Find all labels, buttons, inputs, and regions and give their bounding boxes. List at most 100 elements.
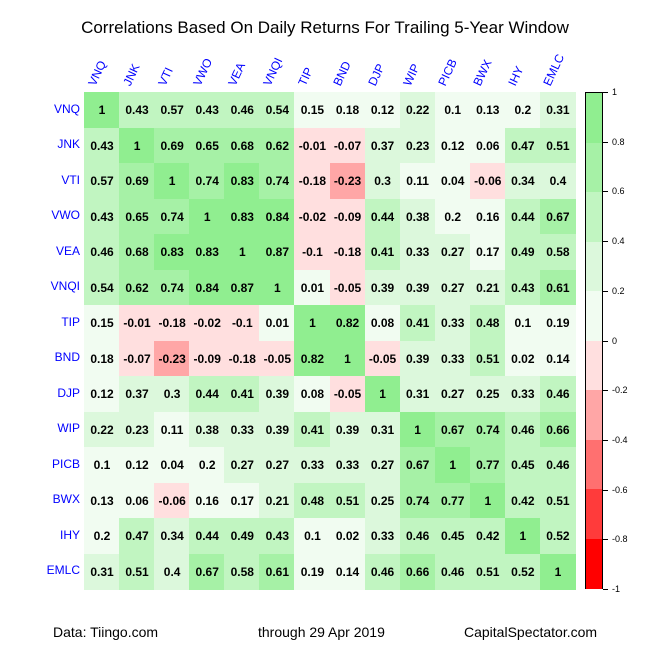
heatmap-cell: 0.04 (154, 447, 191, 483)
heatmap-cell: 0.27 (364, 447, 401, 483)
legend-tick-mark (603, 340, 608, 342)
heatmap-cell: 0.45 (434, 518, 471, 554)
row-label: VNQI (50, 279, 80, 294)
heatmap-cell: 0.77 (469, 447, 506, 483)
legend-tick-mark (603, 489, 608, 491)
column-label: IHY (505, 63, 527, 88)
heatmap-cell: 0.74 (154, 269, 191, 306)
heatmap-cell: -0.06 (154, 482, 191, 519)
legend-tick-mark (603, 539, 608, 541)
heatmap-cell: -0.01 (119, 305, 156, 341)
heatmap-cell: 0.31 (364, 411, 401, 448)
row-label: DJP (57, 385, 80, 400)
legend-tick-mark (603, 589, 608, 590)
heatmap-cell: 0.2 (84, 518, 120, 554)
heatmap-cell: 0.1 (84, 447, 120, 483)
heatmap-cell: 0.13 (469, 92, 506, 128)
heatmap-cell: 0.46 (224, 92, 261, 128)
heatmap-cell: 0.43 (119, 92, 156, 128)
heatmap-cell: 0.44 (364, 198, 401, 235)
heatmap-cell: 0.47 (504, 127, 541, 164)
heatmap-cell: 0.27 (434, 269, 471, 306)
heatmap-cell: 0.02 (504, 340, 541, 377)
heatmap-cell: 0.34 (154, 518, 191, 554)
heatmap-cell: 0.33 (294, 447, 331, 483)
heatmap-cell: 0.51 (329, 482, 366, 519)
heatmap-cell: 0.43 (84, 127, 120, 164)
heatmap-cell: 0.21 (469, 269, 506, 306)
heatmap-cell: 0.51 (469, 340, 506, 377)
heatmap-cell: 0.46 (84, 234, 120, 270)
heatmap-cell: 0.14 (539, 340, 576, 377)
heatmap-cell: 0.51 (469, 553, 506, 590)
heatmap-cell: 0.31 (399, 376, 436, 412)
heatmap-cell: 0.46 (399, 518, 436, 554)
heatmap-cell: 0.58 (224, 553, 261, 590)
heatmap-cell: 0.33 (434, 305, 471, 341)
heatmap-cell: 0.51 (539, 127, 576, 164)
heatmap-cell: 0.39 (364, 269, 401, 306)
legend-tick-mark (603, 191, 608, 193)
heatmap-cell: 0.1 (294, 518, 331, 554)
column-label: EMLC (540, 51, 568, 88)
heatmap-cell: 0.65 (189, 127, 226, 164)
heatmap-cell: 0.19 (539, 305, 576, 341)
heatmap-cell: 0.25 (469, 376, 506, 412)
heatmap-cell: -0.01 (294, 127, 331, 164)
heatmap-cell: 0.44 (504, 198, 541, 235)
column-label: BWX (470, 57, 495, 88)
heatmap-cell: 0.22 (84, 411, 120, 448)
row-label: IHY (59, 527, 80, 542)
heatmap-cell: -0.18 (294, 163, 331, 199)
heatmap-cell: 0.68 (224, 127, 261, 164)
heatmap-cell: 0.12 (119, 447, 156, 483)
heatmap-cell: 0.4 (154, 553, 191, 590)
heatmap-cell: 0.17 (224, 482, 261, 519)
heatmap-cell: 0.33 (434, 340, 471, 377)
heatmap-cell: -0.02 (189, 305, 226, 341)
row-label: BWX (52, 492, 80, 507)
heatmap-cell: 0.11 (154, 411, 191, 448)
heatmap-cell: 0.84 (259, 198, 296, 235)
heatmap-cell: 0.74 (469, 411, 506, 448)
heatmap-cell: 1 (259, 269, 296, 306)
heatmap-cell: 0.54 (84, 269, 120, 306)
legend-bin (586, 340, 602, 391)
heatmap-cell: 1 (364, 376, 401, 412)
heatmap-cell: 0.08 (294, 376, 331, 412)
row-label: WIP (57, 421, 80, 436)
heatmap-cell: 0.44 (189, 376, 226, 412)
heatmap-cell: 0.12 (434, 127, 471, 164)
legend-tick-mark (603, 141, 608, 143)
column-label: WIP (400, 61, 423, 88)
heatmap-cell: 0.61 (539, 269, 576, 306)
heatmap-cell: 0.11 (399, 163, 436, 199)
heatmap-cell: 0.39 (259, 376, 296, 412)
heatmap-cell: 0.83 (224, 163, 261, 199)
heatmap-cell: 0.06 (469, 127, 506, 164)
heatmap-cell: 0.23 (119, 411, 156, 448)
heatmap-cell: -0.09 (329, 198, 366, 235)
heatmap-cell: 1 (329, 340, 366, 377)
heatmap-cell: 1 (434, 447, 471, 483)
heatmap-cell: 0.01 (259, 305, 296, 341)
legend-tick-label: -0.2 (612, 385, 628, 396)
heatmap-cell: -0.07 (329, 127, 366, 164)
legend-bin (586, 291, 602, 341)
legend-tick-label: -1 (612, 584, 621, 594)
heatmap-cell: 0.41 (224, 376, 261, 412)
heatmap-cell: 0.39 (399, 269, 436, 306)
legend-tick-mark (603, 439, 608, 441)
row-label: JNK (57, 137, 80, 152)
heatmap-cell: 0.37 (364, 127, 401, 164)
heatmap-cell: 1 (294, 305, 331, 341)
heatmap-cell: 0.22 (399, 92, 436, 128)
legend-bin (586, 93, 602, 143)
legend-bin (586, 142, 602, 193)
heatmap-cell: 0.19 (294, 553, 331, 590)
heatmap-cell: 0.2 (434, 198, 471, 235)
heatmap-cell: -0.05 (364, 340, 401, 377)
row-label: BND (54, 350, 80, 365)
heatmap-cell: 0.74 (259, 163, 296, 199)
heatmap-cell: 0.68 (119, 234, 156, 270)
